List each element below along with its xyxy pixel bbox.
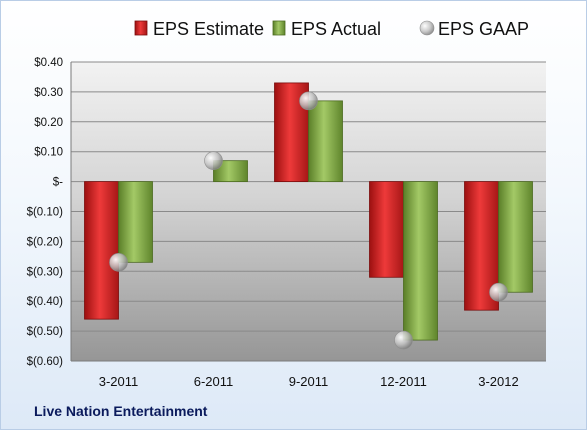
x-category-label: 3-2011: [99, 374, 139, 389]
y-tick-label: $(0.10): [27, 207, 64, 219]
legend-swatch: [134, 20, 148, 36]
eps-gaap-marker: [394, 330, 413, 350]
y-tick-label: $(0.60): [27, 356, 64, 368]
y-tick-label: $(0.20): [27, 236, 64, 248]
y-tick-label: $0.30: [34, 87, 63, 99]
eps-gaap-marker: [204, 151, 223, 170]
x-category-label: 9-2011: [289, 374, 329, 389]
eps-actual-bar: [118, 181, 153, 263]
legend-swatch: [419, 20, 435, 36]
y-tick-label: $(0.50): [27, 326, 64, 338]
legend-swatch: [272, 20, 286, 36]
company-name: Live Nation Entertainment: [34, 403, 208, 419]
eps-actual-bar: [403, 181, 438, 341]
eps-actual-bar: [213, 160, 248, 182]
y-tick-label: $-: [53, 177, 63, 189]
eps-gaap-marker: [489, 282, 508, 302]
x-category-label: 6-2011: [194, 374, 234, 389]
eps-gaap-marker: [299, 91, 318, 111]
y-tick-label: $(0.30): [27, 266, 64, 278]
eps-actual-bar: [498, 181, 533, 293]
eps-estimate-bar: [369, 181, 404, 278]
y-tick-label: $0.10: [34, 147, 63, 159]
eps-estimate-bar: [84, 181, 119, 320]
x-category-label: 3-2012: [478, 374, 518, 389]
x-category-label: 12-2011: [380, 374, 427, 389]
y-tick-label: $(0.40): [27, 296, 64, 308]
legend-label: EPS Actual: [291, 19, 381, 39]
legend-label: EPS Estimate: [153, 19, 264, 39]
y-tick-label: $0.20: [34, 117, 63, 129]
eps-gaap-marker: [109, 253, 128, 272]
eps-actual-bar: [308, 100, 343, 183]
legend-label: EPS GAAP: [438, 19, 529, 39]
y-tick-label: $0.40: [34, 57, 63, 69]
